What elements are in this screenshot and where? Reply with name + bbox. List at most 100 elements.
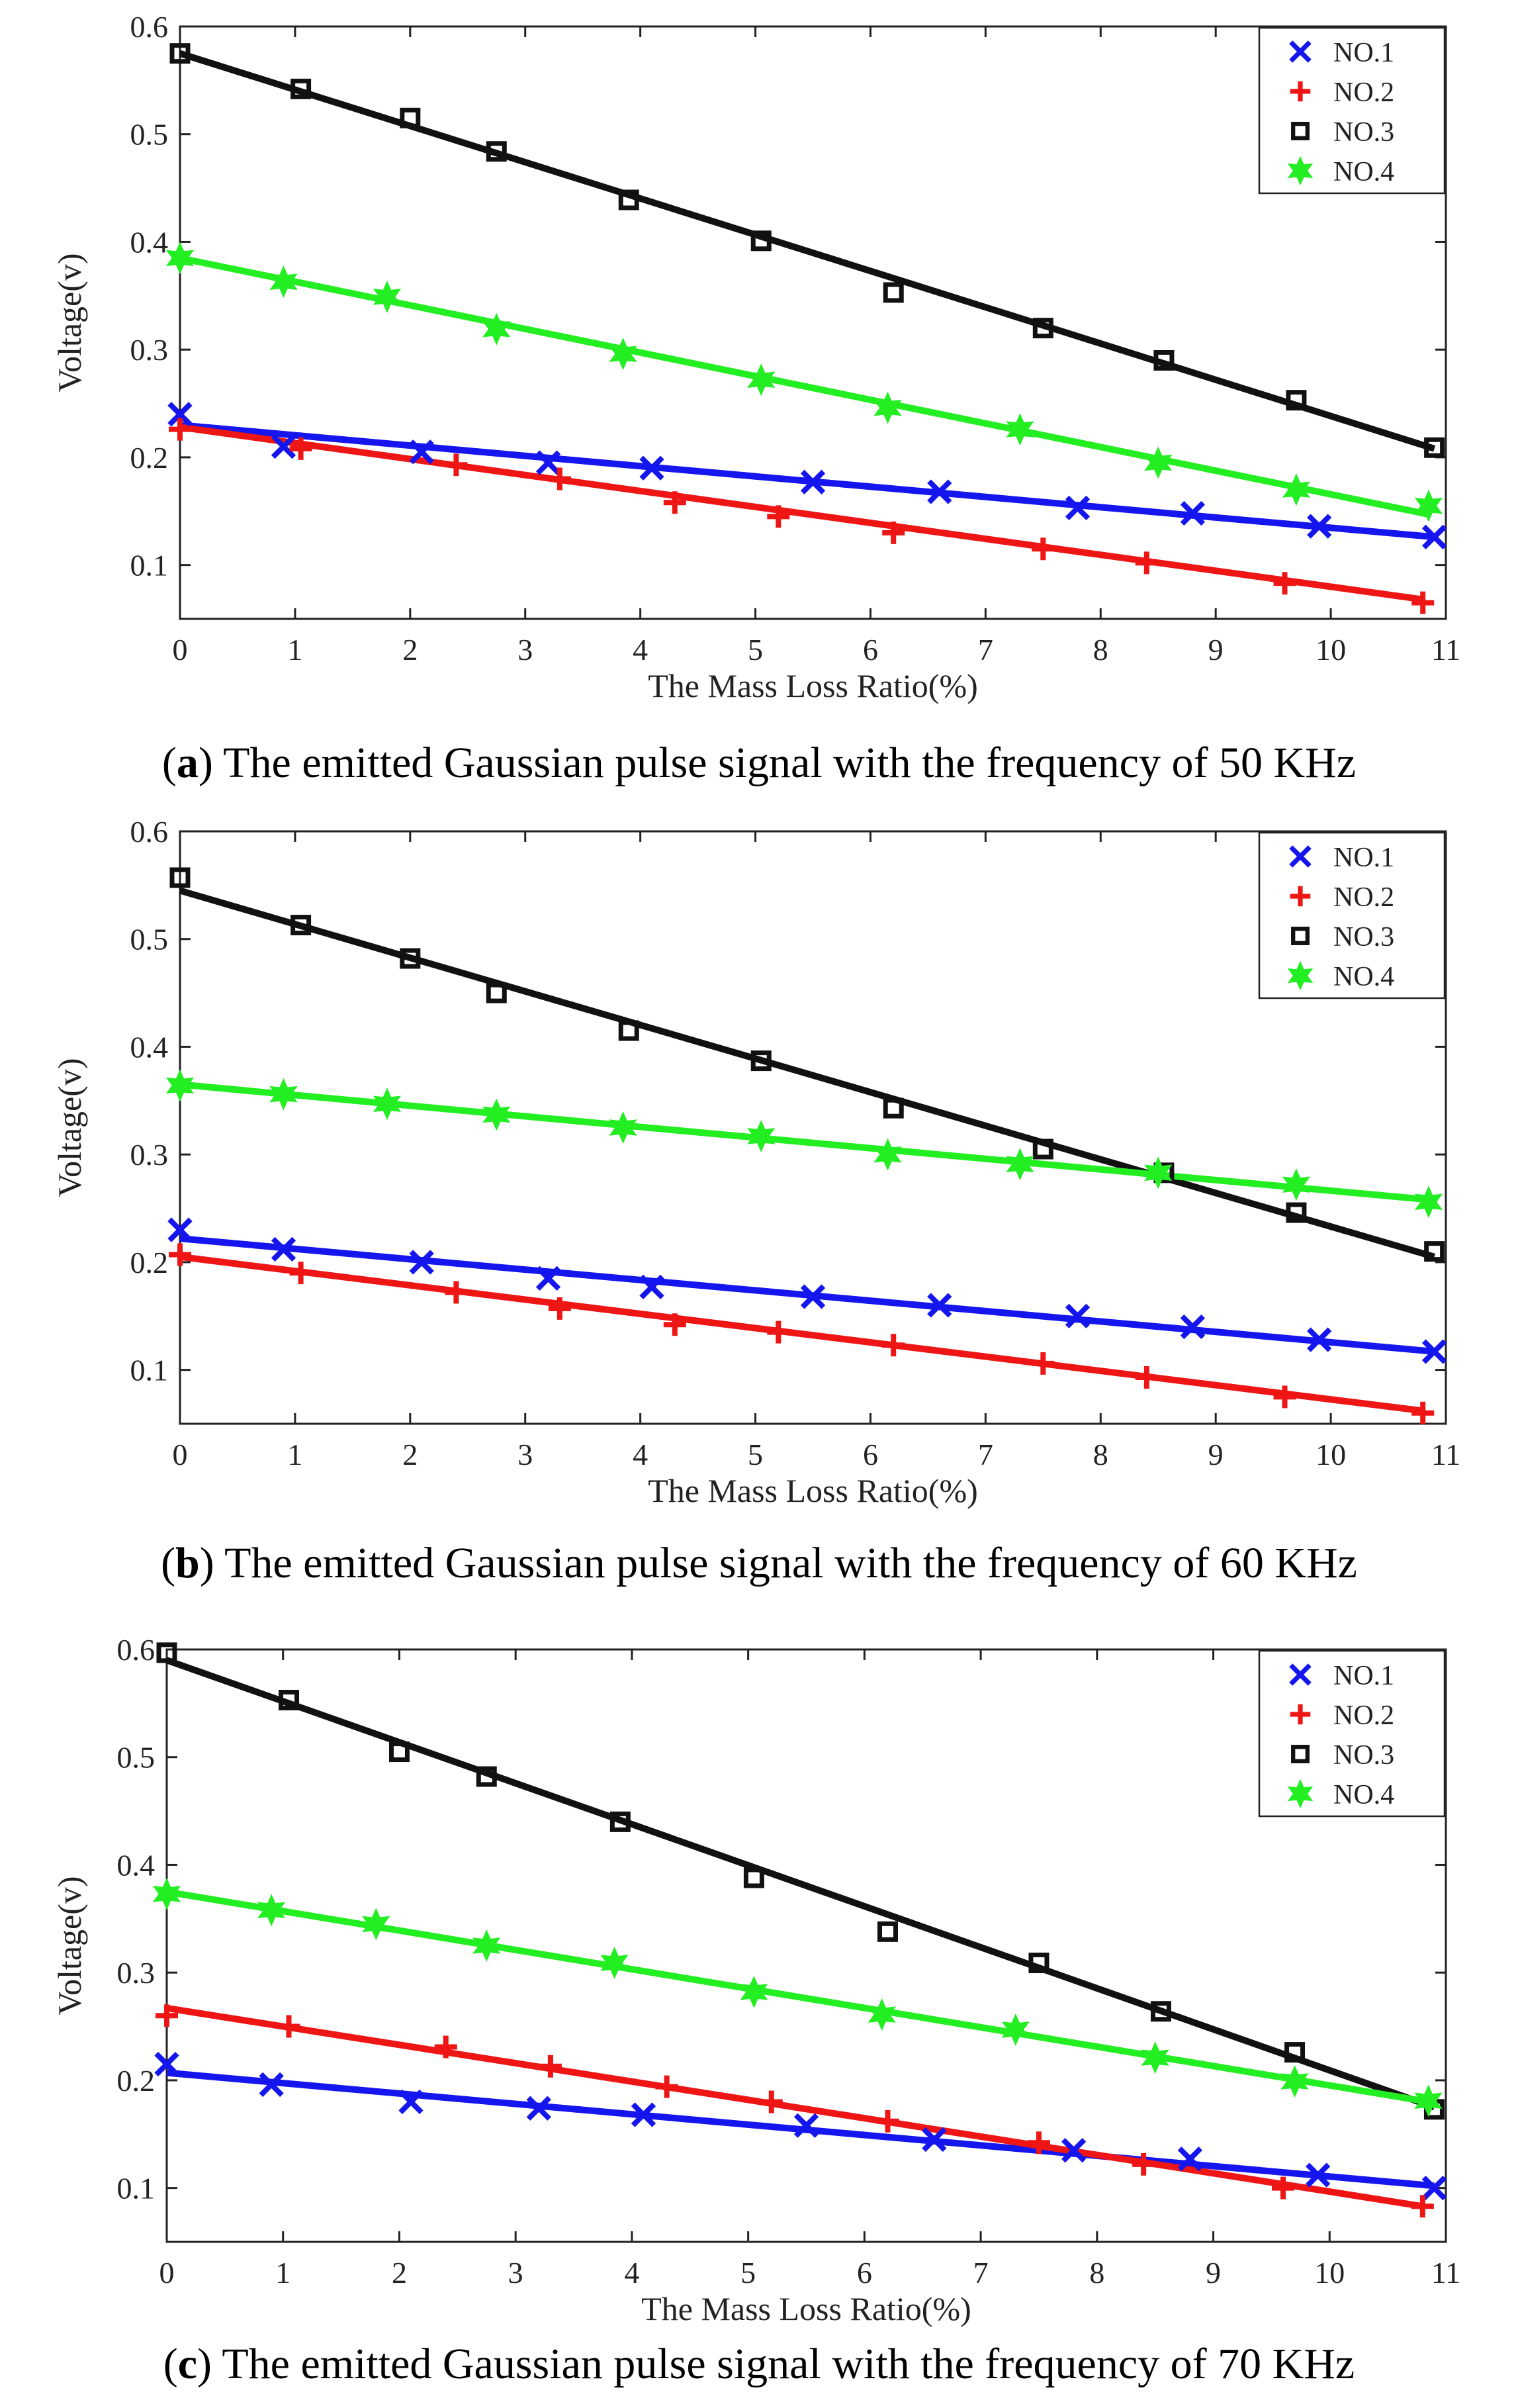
legend-label: NO.3: [1333, 922, 1394, 952]
legend-marker: [1291, 122, 1310, 140]
markers-NO.2: [156, 2004, 1434, 2218]
legend-marker: [1287, 156, 1314, 186]
x-tick-label: 7: [978, 633, 993, 667]
y-axis-label: Voltage(v): [51, 1058, 88, 1197]
x-tick-label: 1: [287, 1438, 302, 1471]
legend-label: NO.2: [1333, 77, 1394, 108]
fit-line: [179, 50, 1436, 452]
fit-line: [179, 1253, 1423, 1414]
data-point: [1150, 2001, 1171, 2022]
data-point: [1032, 1138, 1053, 1160]
legend-label: NO.2: [1333, 1700, 1394, 1731]
data-point: [1306, 2162, 1331, 2188]
data-point: [548, 1297, 571, 1320]
chart-b-svg: 0 1 2 3 4 5 6 7 8 9 10 11 0.1 0.2 0.3 0.4 0.5 0.6 The Mass…: [51, 815, 1460, 1509]
y-tick-label: 0.5: [117, 1741, 156, 1775]
caption-a-text: The emitted Gaussian pulse signal with t…: [223, 739, 1357, 787]
series-NO.4: [166, 1888, 1429, 2106]
data-point: [539, 2055, 562, 2078]
legend: NO.1 NO.2 NO.3 NO.4: [1258, 26, 1446, 195]
data-point: [882, 521, 905, 544]
markers-NO.3: [169, 43, 1445, 458]
legend-marker: [1289, 845, 1312, 868]
data-point: [740, 1976, 768, 2008]
data-point: [482, 312, 511, 346]
data-point: [165, 1069, 195, 1102]
legend-label: NO.1: [1333, 38, 1394, 68]
y-tick-label: 0.3: [130, 1138, 169, 1172]
data-point: [1028, 1953, 1049, 1974]
data-point: [1282, 473, 1311, 506]
legend-label: NO.3: [1333, 117, 1394, 148]
data-point: [259, 2072, 284, 2098]
data-point: [400, 107, 421, 128]
legend-label: NO.4: [1333, 1780, 1394, 1810]
x-tick-label: 2: [402, 633, 418, 667]
data-point: [472, 1929, 501, 1962]
data-point: [1135, 551, 1158, 575]
data-point: [1421, 2175, 1447, 2201]
legend-marker: [1289, 40, 1312, 63]
data-point: [663, 1313, 686, 1336]
data-point: [1271, 2176, 1294, 2200]
series-NO.1: [179, 422, 1435, 541]
y-tick-label: 0.5: [130, 118, 169, 152]
data-point: [1421, 524, 1447, 549]
data-point: [409, 440, 434, 465]
y-axis-label: Voltage(v): [51, 1876, 88, 2015]
data-point: [1414, 489, 1443, 522]
data-point: [362, 1908, 390, 1941]
legend-marker: [1287, 1779, 1314, 1809]
series-NO.1: [179, 1235, 1435, 1355]
data-point: [1307, 1327, 1332, 1352]
fit-line: [179, 424, 1423, 603]
x-tick-label: 0: [159, 2256, 175, 2290]
markers-NO.1: [154, 2051, 1447, 2201]
x-tick-label: 5: [748, 633, 763, 667]
markers-NO.4: [165, 1069, 1443, 1219]
data-point: [1282, 1168, 1311, 1201]
data-point: [167, 402, 193, 427]
caption-b-text: The emitted Gaussian pulse signal with t…: [224, 1539, 1357, 1587]
data-point: [1273, 1385, 1296, 1409]
data-point: [269, 1078, 298, 1111]
data-point: [154, 2051, 179, 2077]
data-point: [1032, 537, 1055, 561]
data-point: [169, 1243, 191, 1266]
legend-label: NO.1: [1333, 1661, 1394, 1691]
data-point: [760, 2090, 783, 2113]
data-point: [793, 2113, 819, 2138]
data-point: [486, 982, 507, 1003]
data-point: [1065, 1303, 1091, 1328]
chart-a-svg: 0 1 2 3 4 5 6 7 8 9 10 11 0.1 0.2 0.3 0.4 0.5 0.6 The Mass…: [51, 10, 1460, 704]
legend-label: NO.1: [1333, 843, 1394, 873]
plot-frame: [179, 830, 1447, 1425]
data-point: [1411, 591, 1435, 614]
data-point: [271, 1236, 296, 1262]
data-point: [398, 2089, 424, 2115]
y-tick-label: 0.6: [117, 1633, 156, 1667]
series-NO.3: [179, 887, 1436, 1260]
legend-marker: [1291, 1745, 1310, 1763]
markers-NO.4: [152, 1877, 1443, 2117]
markers-NO.2: [169, 418, 1435, 614]
data-point: [476, 1766, 497, 1787]
data-point: [482, 1098, 511, 1131]
x-tick-label: 4: [624, 2256, 639, 2290]
data-point: [169, 418, 191, 441]
chart-panel-a: 0 1 2 3 4 5 6 7 8 9 10 11 0.1 0.2 0.3 0.4 0.5 0.6 The Mass…: [0, 0, 1518, 805]
x-tick-label: 11: [1431, 1438, 1460, 1471]
data-point: [1144, 446, 1173, 479]
data-point: [873, 1138, 902, 1171]
data-point: [1411, 1401, 1435, 1424]
series-NO.2: [166, 2004, 1423, 2210]
data-point: [767, 1320, 790, 1344]
data-point: [1273, 572, 1296, 595]
data-point: [169, 43, 191, 64]
data-point: [257, 1894, 286, 1927]
markers-NO.4: [165, 242, 1443, 522]
data-point: [1414, 2084, 1443, 2117]
data-point: [290, 915, 312, 936]
x-tick-label: 11: [1431, 2256, 1460, 2290]
x-tick-label: 9: [1208, 633, 1224, 667]
